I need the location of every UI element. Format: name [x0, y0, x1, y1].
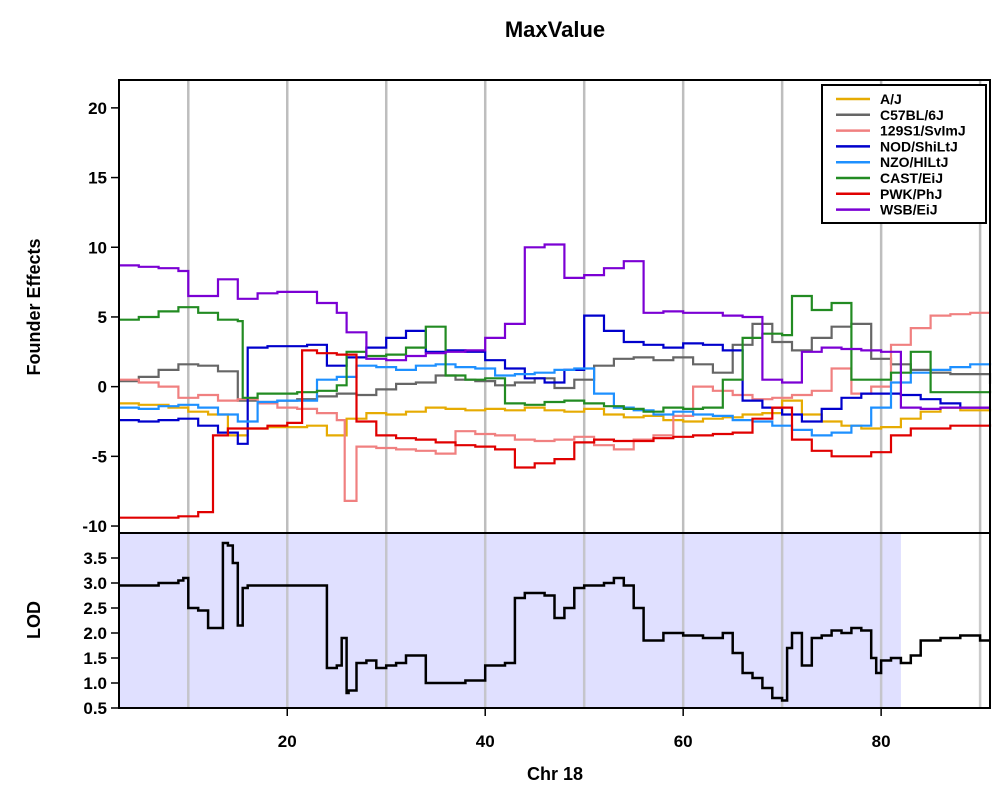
bottom-y-tick-label: 0.5	[83, 699, 107, 718]
top-y-tick-label: 0	[98, 378, 107, 397]
legend-label: C57BL/6J	[880, 107, 944, 123]
series-line-wsb-eij	[119, 243, 990, 410]
top-y-tick-label: 20	[88, 99, 107, 118]
legend-label: 129S1/SvImJ	[880, 123, 966, 139]
bottom-y-tick-label: 3.5	[83, 549, 107, 568]
x-tick-label: 40	[476, 732, 495, 751]
x-tick-label: 60	[674, 732, 693, 751]
x-tick-label: 20	[278, 732, 297, 751]
series-line-pwk-phj	[119, 349, 992, 519]
legend-label: A/J	[880, 91, 902, 107]
bottom-y-tick-label: 1.5	[83, 649, 107, 668]
legend-label: NOD/ShiLtJ	[880, 138, 958, 154]
bottom-y-tick-label: 2.0	[83, 624, 107, 643]
series-line-a-j	[119, 399, 992, 437]
lod-line	[119, 541, 990, 702]
bottom-y-tick-label: 3.0	[83, 574, 107, 593]
legend-label: CAST/EiJ	[880, 170, 943, 186]
top-y-axis-label: Founder Effects	[24, 238, 44, 375]
legend-label: WSB/EiJ	[880, 202, 938, 218]
top-y-tick-label: -5	[92, 447, 107, 466]
legend-label: NZO/HlLtJ	[880, 154, 948, 170]
series-line-cast-eij	[119, 294, 992, 413]
top-y-tick-label: 5	[98, 308, 107, 327]
series-line-nod-shiltj	[119, 314, 990, 445]
bottom-y-tick-label: 1.0	[83, 674, 107, 693]
bottom-y-tick-label: 2.5	[83, 599, 107, 618]
series-line-129s1-svimj	[119, 311, 990, 502]
series-line-nzo-hlltj	[119, 363, 992, 437]
top-y-tick-label: 10	[88, 238, 107, 257]
top-y-tick-label: 15	[88, 169, 107, 188]
bottom-y-axis-label: LOD	[24, 601, 44, 639]
significance-shaded-region	[119, 533, 901, 708]
x-axis-label: Chr 18	[527, 764, 583, 784]
bottom-plot-frame	[118, 532, 991, 709]
legend-label: PWK/PhJ	[880, 186, 942, 202]
chart-title: MaxValue	[505, 17, 605, 42]
legend-box	[821, 84, 987, 224]
top-y-tick-label: -10	[82, 517, 107, 536]
series-line-c57bl-6j	[119, 322, 992, 404]
x-tick-label: 80	[872, 732, 891, 751]
